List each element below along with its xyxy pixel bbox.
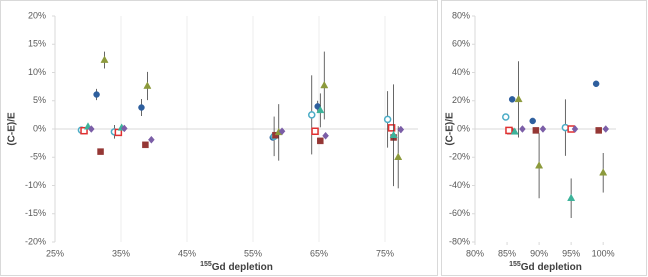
point	[97, 148, 104, 155]
x-axis-title-sup: 155	[509, 261, 521, 268]
point	[592, 80, 600, 88]
point	[120, 124, 128, 133]
point	[571, 125, 579, 133]
y-tick-label: 5%	[33, 95, 46, 105]
point	[87, 125, 95, 133]
point	[532, 127, 540, 134]
point	[142, 141, 149, 149]
panel-border	[0, 0, 438, 276]
x-tick-label: 35%	[112, 248, 130, 258]
point	[320, 80, 329, 89]
x-tick-label: 100%	[592, 248, 615, 258]
point	[602, 125, 610, 133]
panel-border	[441, 0, 647, 276]
y-tick-label: -15%	[25, 208, 46, 218]
y-tick-label: 20%	[28, 10, 46, 20]
y-tick-label: 15%	[28, 39, 46, 49]
x-tick-label: 65%	[310, 248, 328, 258]
point	[535, 161, 544, 169]
x-axis-title-text: Gd depletion	[521, 262, 582, 273]
point	[510, 127, 519, 135]
point	[519, 125, 526, 133]
y-tick-label: 60%	[452, 39, 470, 49]
point	[514, 94, 523, 103]
x-axis-title-text: Gd depletion	[212, 262, 273, 273]
y-tick-label: -80%	[449, 236, 470, 246]
y-tick-label: -5%	[30, 152, 46, 162]
y-tick-label: 80%	[452, 10, 470, 20]
point	[383, 115, 392, 124]
y-axis-title: (C-E)/E	[445, 112, 456, 146]
point	[93, 91, 100, 98]
y-tick-label: 40%	[452, 67, 470, 77]
point	[278, 127, 286, 136]
x-tick-label: 85%	[498, 248, 516, 258]
y-tick-label: -10%	[25, 180, 46, 190]
point	[316, 105, 325, 114]
x-axis-title: 155Gd depletion	[509, 261, 582, 273]
y-tick-label: 20%	[452, 95, 470, 105]
point	[389, 130, 398, 138]
point	[143, 81, 152, 89]
point	[100, 55, 109, 63]
point	[502, 113, 510, 121]
point	[599, 168, 608, 176]
point	[567, 193, 576, 201]
point	[529, 117, 536, 125]
point	[317, 137, 324, 145]
x-tick-label: 80%	[466, 248, 484, 258]
y-tick-label: -20%	[25, 236, 46, 246]
x-axis-title: 155Gd depletion	[200, 261, 273, 273]
x-tick-label: 90%	[530, 248, 548, 258]
x-tick-label: 45%	[178, 248, 196, 258]
point	[311, 127, 319, 136]
point	[508, 96, 516, 103]
point	[148, 135, 155, 144]
point	[595, 127, 602, 134]
y-tick-label: 10%	[28, 67, 46, 77]
point	[138, 104, 145, 111]
y-tick-label: -40%	[449, 180, 470, 190]
y-tick-label: 0%	[33, 123, 46, 133]
point	[505, 126, 513, 135]
y-tick-label: -20%	[449, 152, 470, 162]
point	[394, 152, 403, 160]
y-tick-label: -60%	[449, 208, 470, 218]
point	[80, 126, 88, 135]
point	[387, 124, 396, 132]
x-tick-label: 25%	[46, 248, 64, 258]
x-axis-title-sup: 155	[200, 261, 212, 268]
point	[539, 125, 547, 133]
y-tick-label: 0%	[457, 123, 470, 133]
point	[322, 131, 329, 140]
point	[307, 111, 316, 119]
x-tick-label: 55%	[244, 248, 262, 258]
y-axis-title: (C-E)/E	[7, 112, 18, 146]
x-tick-label: 75%	[376, 248, 394, 258]
x-tick-label: 95%	[562, 248, 580, 258]
point	[397, 125, 405, 134]
